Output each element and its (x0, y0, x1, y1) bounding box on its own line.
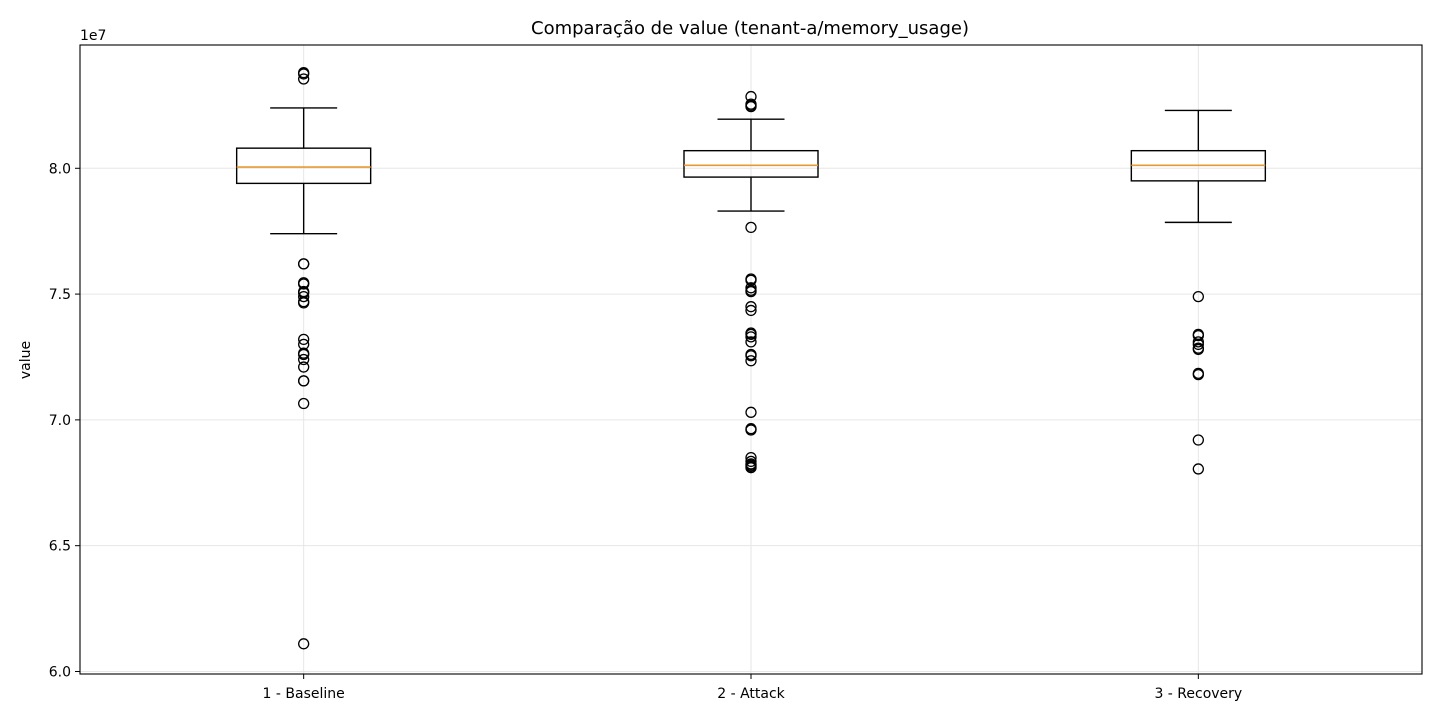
outlier-point (298, 68, 310, 80)
outlier-point (745, 221, 757, 234)
outlier-point (298, 348, 310, 361)
outlier-point (298, 278, 310, 290)
outlier-point (745, 100, 757, 113)
outlier-point (298, 290, 310, 303)
box-series-2 (683, 90, 819, 474)
x-tick-label: 3 - Recovery (1154, 686, 1242, 702)
outlier-point (1192, 329, 1204, 342)
box-series-3 (1130, 109, 1267, 475)
outlier-point (745, 304, 757, 317)
outlier-point (745, 355, 757, 367)
y-tick-label: 8.0 (49, 161, 71, 177)
outlier-point (298, 297, 310, 309)
box-series-1 (235, 67, 372, 650)
outlier-point (1192, 434, 1204, 446)
y-offset-label: 1e7 (80, 28, 106, 44)
outlier-point (1192, 463, 1204, 475)
y-tick-label: 7.0 (49, 413, 71, 429)
x-tick-label: 2 - Attack (717, 686, 785, 702)
axes: 6.0 6.5 7.0 7.5 8.0 1 - Baseline 2 - Attack 3 -… (49, 44, 1423, 702)
boxes (235, 67, 1267, 650)
outlier-point (298, 361, 310, 373)
outlier-point (745, 350, 757, 362)
y-tick-label: 6.0 (49, 664, 71, 680)
outlier-point (745, 301, 757, 313)
outlier-point (298, 333, 310, 346)
outlier-point (1192, 290, 1204, 303)
outlier-point (298, 375, 310, 387)
y-tick-label: 6.5 (49, 539, 71, 555)
x-tick-label: 1 - Baseline (263, 686, 345, 702)
outlier-point (298, 353, 310, 366)
outlier-point (1192, 368, 1204, 381)
y-tick-label: 7.5 (49, 287, 71, 303)
outlier-point (1192, 343, 1204, 356)
outlier-point (298, 638, 310, 650)
outlier-point (745, 424, 757, 436)
outlier-point (745, 462, 757, 474)
outlier-point (298, 397, 310, 410)
outlier-point (298, 258, 310, 270)
chart-title: Comparação de value (tenant-a/memory_usa… (531, 18, 969, 39)
outlier-point (1192, 338, 1204, 351)
outlier-point (745, 406, 757, 418)
box-iqr (683, 149, 819, 178)
outlier-point (298, 73, 310, 85)
box-iqr (235, 147, 372, 185)
outlier-point (745, 331, 757, 343)
outlier-point (745, 285, 757, 298)
y-axis-label: value (18, 341, 34, 379)
outlier-point (745, 336, 757, 348)
